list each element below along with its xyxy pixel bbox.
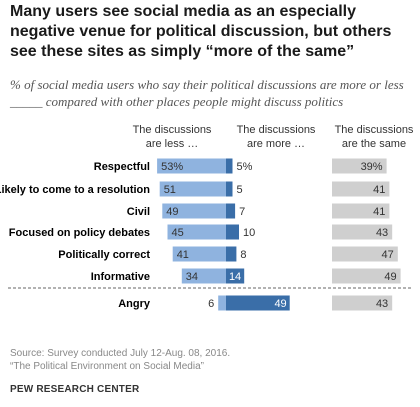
bar-more [226,203,236,219]
bar-more [226,295,290,311]
header-less-line1: The discussions [133,124,212,136]
source-line-1: Source: Survey conducted July 12-Aug. 08… [10,348,231,359]
category-label: Likely to come to a resolution [0,184,150,196]
bar-less [181,268,226,284]
value-label-less: 45 [172,227,184,239]
value-label-less: 51 [164,184,176,196]
value-label-more: 5 [237,184,243,196]
category-label: Politically correct [58,249,150,261]
bar-same [332,268,401,284]
value-label-same: 47 [382,249,394,261]
value-label-less: 41 [177,249,189,261]
value-label-same: 39% [361,161,383,173]
chart-subtitle: % of social media users who say their po… [10,77,404,109]
bar-same [332,203,390,219]
header-more-line1: The discussions [237,124,316,136]
value-label-less: 34 [186,271,198,283]
bar-more [226,268,245,284]
bar-less [172,246,226,262]
value-label-more: 49 [274,298,286,310]
value-label-less: 49 [166,206,178,218]
category-label: Respectful [94,161,150,173]
bar-more [226,158,233,174]
header-less-line2: are less … [146,138,199,150]
bar-more [226,224,239,240]
header-same-line1: The discussions [335,124,414,136]
bar-less [218,295,226,311]
source-note: Source: Survey conducted July 12-Aug. 08… [10,347,230,373]
value-label-more: 7 [239,206,245,218]
header-more-line2: are more … [247,138,305,150]
category-label: Informative [91,271,150,283]
chart-title: Many users see social media as an especi… [10,3,392,60]
value-label-more: 10 [243,227,255,239]
bar-same [332,181,390,197]
category-label: Angry [118,298,151,310]
bar-same [332,224,393,240]
bar-same [332,246,398,262]
value-label-same: 43 [376,227,388,239]
value-label-same: 41 [373,206,385,218]
brand-logo-text: PEW RESEARCH CENTER [10,384,140,395]
value-label-less: 53% [161,161,183,173]
value-label-less: 6 [208,298,214,310]
bar-less [157,158,226,174]
bar-more [226,246,237,262]
header-same-line2: are the same [342,138,406,150]
bar-less [159,181,226,197]
bar-less [167,224,226,240]
source-line-2: “The Political Environment on Social Med… [10,361,204,372]
value-label-more: 5% [237,161,253,173]
category-label: Focused on policy debates [9,227,150,239]
value-label-same: 41 [373,184,385,196]
bar-less [162,203,226,219]
category-label: Civil [127,206,150,218]
value-label-more: 14 [229,271,241,283]
value-label-more: 8 [240,249,246,261]
bar-same [332,158,387,174]
value-label-same: 49 [384,271,396,283]
bar-more [226,181,233,197]
value-label-same: 43 [376,298,388,310]
bar-same [332,295,393,311]
